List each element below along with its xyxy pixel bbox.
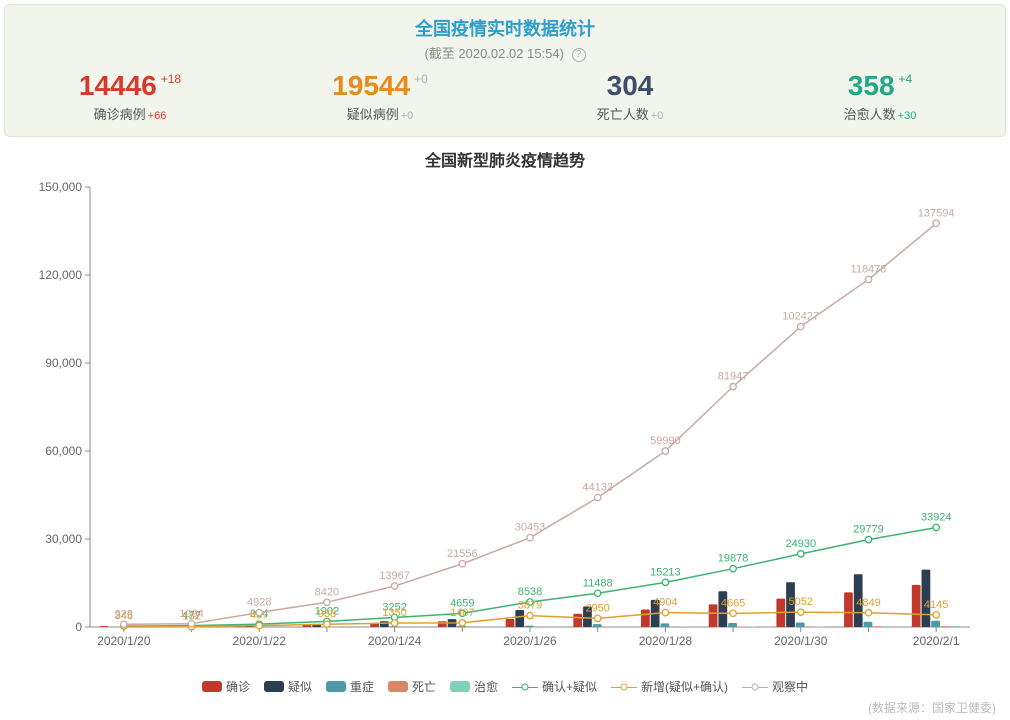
legend-label: 死亡	[412, 678, 436, 695]
help-icon[interactable]: ?	[572, 48, 586, 62]
legend-item[interactable]: 治愈	[450, 678, 498, 695]
svg-text:2020/1/22: 2020/1/22	[233, 634, 287, 648]
svg-text:1407: 1407	[450, 607, 474, 619]
svg-text:2020/1/20: 2020/1/20	[97, 634, 151, 648]
svg-text:8538: 8538	[518, 586, 542, 598]
svg-text:102427: 102427	[782, 311, 819, 323]
legend-label: 观察中	[772, 678, 808, 695]
legend-label: 疑似	[288, 678, 312, 695]
svg-text:118478: 118478	[851, 263, 887, 275]
svg-text:44132: 44132	[582, 482, 613, 494]
svg-text:30,000: 30,000	[45, 532, 82, 546]
stats-row: 14446+18确诊病例+6619544+0疑似病例+0304死亡人数+0358…	[5, 70, 1005, 124]
stat-delta-bottom: +0	[401, 110, 414, 122]
svg-text:4849: 4849	[856, 597, 880, 609]
svg-text:11488: 11488	[583, 577, 613, 589]
legend-label: 重症	[350, 678, 374, 695]
svg-text:150,000: 150,000	[39, 180, 83, 194]
svg-text:4928: 4928	[247, 597, 271, 609]
svg-text:60,000: 60,000	[45, 444, 82, 458]
svg-text:30453: 30453	[515, 522, 546, 534]
stat-label: 死亡人数	[597, 107, 649, 122]
stat-deaths: 304 死亡人数+0	[540, 70, 720, 124]
stat-label: 治愈人数	[844, 107, 896, 122]
legend-swatch	[388, 681, 408, 692]
stat-delta-top: +4	[899, 72, 913, 86]
header-panel: 全国疫情实时数据统计 (截至 2020.02.02 15:54) ? 14446…	[4, 4, 1006, 137]
svg-text:2020/1/26: 2020/1/26	[503, 634, 557, 648]
svg-text:1094: 1094	[179, 608, 203, 620]
stat-suspected: 19544+0疑似病例+0	[290, 70, 470, 124]
trend-chart: 0 30,000 60,000 90,000 120,000 150,000 2020/1/…	[10, 177, 1000, 667]
legend-item[interactable]: 确认+疑似	[512, 678, 597, 695]
legend-item[interactable]: 死亡	[388, 678, 436, 695]
chart-block: 全国新型肺炎疫情趋势 0 30,000 60,000 90,000 120,000 150…	[4, 147, 1006, 716]
svg-text:29779: 29779	[853, 524, 884, 536]
header-subtitle: (截至 2020.02.02 15:54) ?	[5, 43, 1005, 62]
legend-label: 新增(疑似+确认)	[641, 678, 728, 695]
svg-text:15213: 15213	[650, 566, 681, 578]
legend-swatch	[512, 681, 538, 693]
stat-delta-bottom: +0	[651, 110, 664, 122]
svg-text:59990: 59990	[650, 435, 681, 447]
stat-cured: 358 +4 治愈人数+30	[790, 70, 970, 124]
svg-text:137594: 137594	[918, 207, 955, 219]
legend-swatch	[450, 681, 470, 692]
svg-text:4145: 4145	[924, 599, 948, 611]
svg-text:24930: 24930	[785, 538, 816, 550]
svg-text:922: 922	[115, 608, 133, 620]
stat-delta-bottom: +66	[148, 110, 167, 122]
svg-text:120,000: 120,000	[39, 268, 83, 282]
svg-text:2950: 2950	[585, 602, 609, 614]
data-source: (数据来源：国家卫健委)	[4, 699, 996, 716]
legend-item[interactable]: 疑似	[264, 678, 312, 695]
svg-text:2020/1/24: 2020/1/24	[368, 634, 422, 648]
stat-value: 358	[848, 70, 895, 102]
legend-label: 治愈	[474, 678, 498, 695]
svg-text:4665: 4665	[721, 597, 745, 609]
legend-swatch	[611, 681, 637, 693]
svg-text:1350: 1350	[382, 607, 406, 619]
legend-item[interactable]: 观察中	[742, 678, 808, 695]
svg-text:33924: 33924	[921, 511, 952, 523]
svg-text:938: 938	[318, 608, 336, 620]
legend-label: 确诊	[226, 678, 250, 695]
svg-text:5052: 5052	[789, 596, 813, 608]
stat-delta-bottom: +30	[898, 110, 917, 122]
stat-confirmed: 14446 +18 确诊病例+66	[40, 70, 220, 124]
svg-text:2020/2/1: 2020/2/1	[913, 634, 960, 648]
svg-text:13967: 13967	[379, 570, 410, 582]
header-subtitle-text: (截至 2020.02.02 15:54)	[424, 46, 563, 61]
stat-value: 304	[607, 70, 654, 102]
svg-text:19878: 19878	[718, 553, 749, 565]
stat-delta-top: +0	[414, 72, 428, 86]
svg-text:21556: 21556	[447, 548, 478, 560]
legend-swatch	[264, 681, 284, 692]
svg-text:8420: 8420	[315, 586, 339, 598]
legend-swatch	[742, 681, 768, 693]
legend-label: 确认+疑似	[542, 678, 597, 695]
svg-text:81947: 81947	[718, 371, 749, 383]
legend-swatch	[326, 681, 346, 692]
chart-wrap: 0 30,000 60,000 90,000 120,000 150,000 2020/1/…	[10, 177, 1000, 672]
stat-label: 疑似病例	[347, 107, 399, 122]
legend-item[interactable]: 重症	[326, 678, 374, 695]
stat-value: 14446	[79, 70, 157, 102]
svg-text:2020/1/30: 2020/1/30	[774, 634, 828, 648]
svg-text:2020/1/28: 2020/1/28	[639, 634, 693, 648]
svg-text:4904: 4904	[653, 597, 677, 609]
svg-text:90,000: 90,000	[45, 356, 82, 370]
legend-swatch	[202, 681, 222, 692]
stat-value: 19544	[332, 70, 410, 102]
legend-item[interactable]: 新增(疑似+确认)	[611, 678, 728, 695]
header-title: 全国疫情实时数据统计	[5, 15, 1005, 41]
legend-item[interactable]: 确诊	[202, 678, 250, 695]
page-container: 全国疫情实时数据统计 (截至 2020.02.02 15:54) ? 14446…	[0, 0, 1010, 720]
svg-text:0: 0	[75, 620, 82, 634]
stat-label: 确诊病例	[94, 107, 146, 122]
svg-text:3879: 3879	[518, 600, 542, 612]
chart-legend: 确诊 疑似 重症 死亡 治愈 确认+疑似 新增(疑似+确认) 观察中	[4, 678, 1006, 695]
chart-title: 全国新型肺炎疫情趋势	[4, 147, 1006, 171]
stat-delta-top: +18	[161, 72, 181, 86]
